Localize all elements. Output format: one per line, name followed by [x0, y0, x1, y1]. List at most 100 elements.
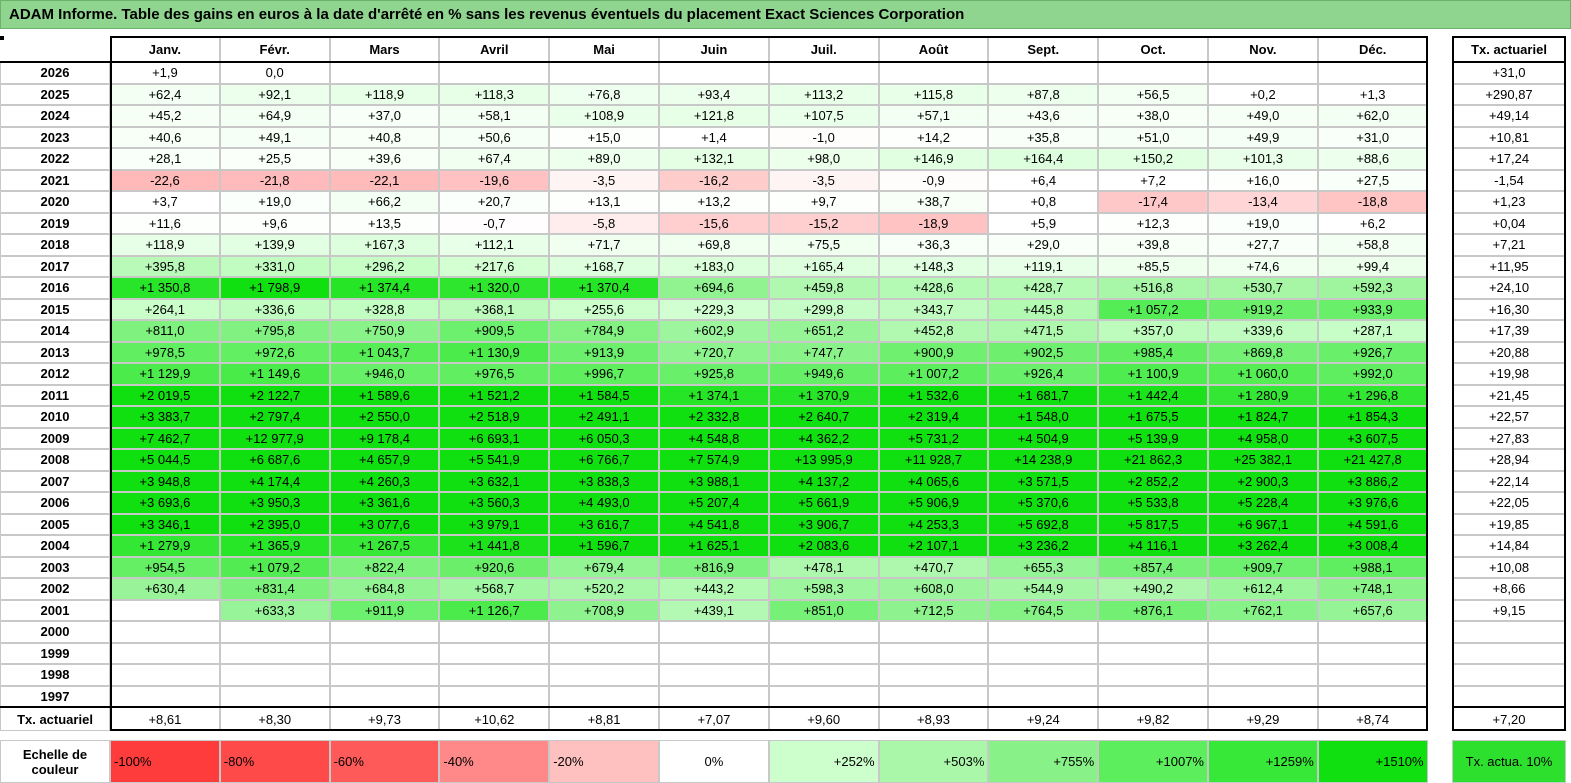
rate-cell: +31,0 — [1452, 62, 1566, 84]
value-cell: +3,7 — [110, 191, 220, 213]
value-cell: +909,5 — [439, 320, 550, 342]
value-cell: +920,6 — [439, 556, 550, 578]
value-cell: +19,0 — [219, 191, 330, 213]
value-cell: +694,6 — [659, 277, 769, 299]
value-cell: +56,5 — [1098, 83, 1208, 105]
value-cell — [549, 664, 659, 686]
footer-cell: +9,60 — [768, 707, 879, 731]
value-cell: +21 427,8 — [1317, 449, 1428, 471]
scale-stop: -40% — [439, 740, 550, 783]
year-label: 2008 — [0, 449, 110, 471]
value-cell: +11 928,7 — [878, 449, 989, 471]
value-cell: +13 995,9 — [768, 449, 879, 471]
value-cell — [1208, 62, 1318, 84]
value-cell — [1208, 685, 1318, 707]
value-cell: +118,9 — [110, 234, 220, 256]
value-cell: +996,7 — [549, 363, 659, 385]
value-cell: +1 374,4 — [329, 277, 440, 299]
value-cell: +5 906,9 — [878, 492, 989, 514]
value-cell: +89,0 — [549, 148, 659, 170]
rate-cell: +7,21 — [1452, 234, 1566, 256]
value-cell: +530,7 — [1208, 277, 1318, 299]
value-cell — [988, 664, 1099, 686]
separator-line — [0, 61, 1428, 63]
value-cell — [439, 685, 550, 707]
value-cell: +4 657,9 — [329, 449, 440, 471]
value-cell: +459,8 — [768, 277, 879, 299]
scale-stop: +252% — [768, 740, 879, 783]
value-cell: +3 632,1 — [439, 470, 550, 492]
value-cell: +3 236,2 — [988, 535, 1099, 557]
value-cell — [439, 642, 550, 664]
value-cell: -15,2 — [768, 212, 879, 234]
year-label: 2018 — [0, 234, 110, 256]
value-cell: -19,6 — [439, 169, 550, 191]
value-cell: +2 122,7 — [219, 384, 330, 406]
year-label: 2014 — [0, 320, 110, 342]
rate-cell: +290,87 — [1452, 83, 1566, 105]
value-cell: +750,9 — [329, 320, 440, 342]
scale-stop: 0% — [659, 740, 769, 783]
value-cell: +900,9 — [878, 341, 989, 363]
value-cell: +633,3 — [219, 599, 330, 621]
value-cell: +439,1 — [659, 599, 769, 621]
value-cell — [988, 685, 1099, 707]
value-cell: +25 382,1 — [1208, 449, 1318, 471]
rate-cell: +22,57 — [1452, 406, 1566, 428]
value-cell — [219, 685, 330, 707]
value-cell: +869,8 — [1208, 341, 1318, 363]
value-cell: +6,2 — [1317, 212, 1428, 234]
value-cell: +6 687,6 — [219, 449, 330, 471]
value-cell: +2 491,1 — [549, 406, 659, 428]
value-cell: +988,1 — [1317, 556, 1428, 578]
value-cell: +4 958,0 — [1208, 427, 1318, 449]
value-cell — [1317, 685, 1428, 707]
value-cell: +3 008,4 — [1317, 535, 1428, 557]
footer-rate: +7,20 — [1452, 707, 1566, 731]
value-cell: +5 370,6 — [988, 492, 1099, 514]
value-cell: +1 060,0 — [1208, 363, 1318, 385]
year-label: 2003 — [0, 556, 110, 578]
value-cell: +9,7 — [768, 191, 879, 213]
scale-stop: -80% — [219, 740, 330, 783]
value-cell: -3,5 — [768, 169, 879, 191]
year-label: 2011 — [0, 384, 110, 406]
value-cell — [439, 621, 550, 643]
value-cell: +1 280,9 — [1208, 384, 1318, 406]
scale-stop: +1007% — [1098, 740, 1208, 783]
value-cell: +946,0 — [329, 363, 440, 385]
value-cell — [329, 664, 440, 686]
rate-cell: +24,10 — [1452, 277, 1566, 299]
year-label: 1998 — [0, 664, 110, 686]
value-cell: +598,3 — [768, 578, 879, 600]
column-header: Juil. — [768, 36, 879, 62]
value-cell: +919,2 — [1208, 298, 1318, 320]
rate-cell: +0,04 — [1452, 212, 1566, 234]
value-cell: +1 589,6 — [329, 384, 440, 406]
value-cell: +816,9 — [659, 556, 769, 578]
value-cell: +976,5 — [439, 363, 550, 385]
value-cell: +911,9 — [329, 599, 440, 621]
value-cell — [549, 621, 659, 643]
value-cell: +651,2 — [768, 320, 879, 342]
value-cell: +516,8 — [1098, 277, 1208, 299]
value-cell: +39,8 — [1098, 234, 1208, 256]
value-cell: +66,2 — [329, 191, 440, 213]
value-cell: +428,6 — [878, 277, 989, 299]
value-cell — [878, 62, 989, 84]
value-cell: +69,8 — [659, 234, 769, 256]
value-cell: -16,2 — [659, 169, 769, 191]
value-cell: +5 661,9 — [768, 492, 879, 514]
value-cell: +4 591,6 — [1317, 513, 1428, 535]
year-label: 2004 — [0, 535, 110, 557]
value-cell: +4 504,9 — [988, 427, 1099, 449]
value-cell: +4 116,1 — [1098, 535, 1208, 557]
scale-rate: Tx. actua. 10% — [1452, 740, 1566, 783]
rate-cell: +19,85 — [1452, 513, 1566, 535]
value-cell: +2 019,5 — [110, 384, 220, 406]
value-cell: +1 365,9 — [219, 535, 330, 557]
value-cell: +132,1 — [659, 148, 769, 170]
table-frame — [0, 36, 4, 40]
value-cell — [1098, 685, 1208, 707]
